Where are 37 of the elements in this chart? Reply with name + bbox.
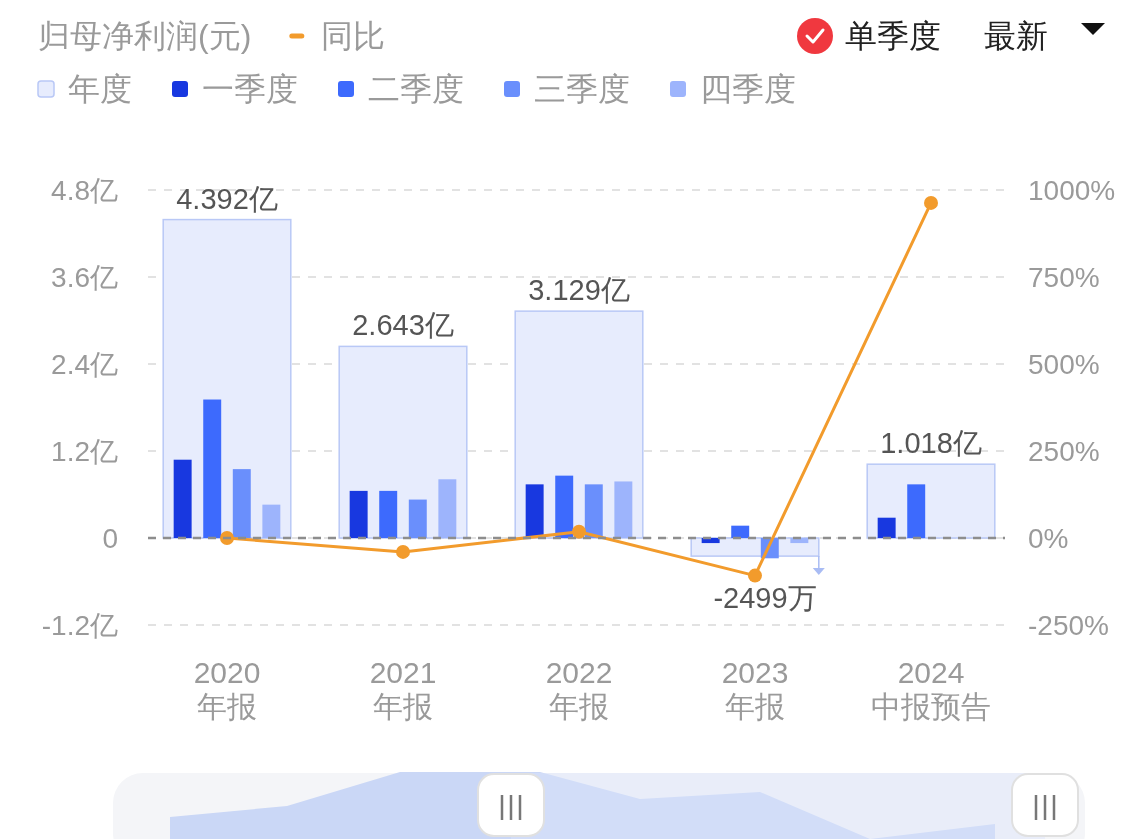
legend-label: 三季度 bbox=[534, 71, 630, 107]
x-tick-label: 2024 中报预告 bbox=[871, 656, 991, 723]
y-tick-label: -1.2亿 bbox=[41, 609, 118, 641]
x-tick-label: 2021 年报 bbox=[369, 656, 437, 723]
x-tick-label: 2023 年报 bbox=[721, 656, 789, 723]
x-tick-label: 2022 年报 bbox=[545, 656, 613, 723]
y-axis-title: 归母净利润(元) bbox=[38, 18, 252, 54]
data-label: 3.129亿 bbox=[528, 274, 630, 307]
legend-item: 二季度 bbox=[338, 71, 464, 107]
legend-item: 年度 bbox=[37, 71, 132, 107]
data-label: 4.392亿 bbox=[176, 182, 278, 215]
data-label: 1.018亿 bbox=[880, 427, 982, 460]
y2-tick-label: 0% bbox=[1028, 522, 1069, 554]
legend-item: 三季度 bbox=[504, 71, 630, 107]
legend-label: 年度 bbox=[68, 71, 132, 107]
y-tick-label: 0 bbox=[102, 522, 118, 554]
y-tick-label: 2.4亿 bbox=[51, 348, 118, 380]
legend-item: 四季度 bbox=[670, 71, 796, 107]
legend-label: 同比 bbox=[321, 18, 386, 54]
control-checkbox: 单季度 bbox=[797, 18, 941, 54]
y2-tick-label: 750% bbox=[1028, 261, 1100, 293]
dropdown-label: 最新 bbox=[984, 18, 1048, 54]
data-label: -2499万 bbox=[713, 582, 817, 615]
y-tick-label: 1.2亿 bbox=[51, 435, 118, 467]
y-tick-label: 4.8亿 bbox=[51, 174, 118, 206]
y2-tick-label: 500% bbox=[1028, 348, 1100, 380]
data-label: 2.643亿 bbox=[352, 309, 454, 342]
legend-label: 四季度 bbox=[700, 71, 796, 107]
y2-tick-label: 1000% bbox=[1028, 174, 1116, 206]
legend-label: 一季度 bbox=[202, 71, 298, 107]
x-tick-label: 2020 年报 bbox=[193, 656, 261, 723]
y2-tick-label: 250% bbox=[1028, 435, 1100, 467]
y2-tick-label: -250% bbox=[1028, 609, 1109, 641]
legend-label: 二季度 bbox=[368, 71, 464, 107]
y-tick-label: 3.6亿 bbox=[51, 261, 118, 293]
legend-item: 同比 bbox=[289, 18, 386, 54]
legend-item: 一季度 bbox=[172, 71, 298, 107]
